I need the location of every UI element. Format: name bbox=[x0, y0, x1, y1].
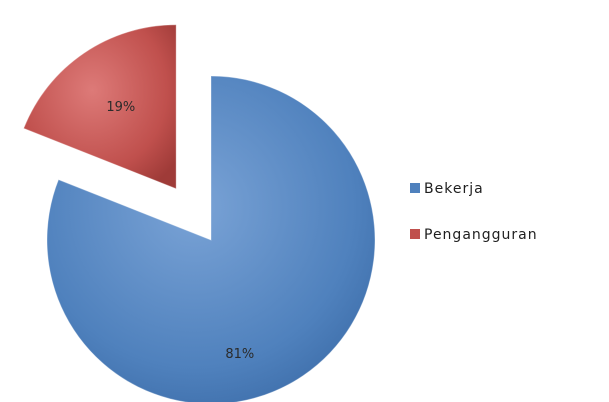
legend: Bekerja Pengangguran bbox=[410, 181, 538, 243]
data-label-pengangguran: 19% bbox=[106, 100, 135, 115]
pie-slice-pengangguran bbox=[24, 25, 176, 189]
legend-swatch-bekerja bbox=[410, 183, 420, 193]
legend-swatch-pengangguran bbox=[410, 229, 420, 239]
legend-label-pengangguran: Pengangguran bbox=[424, 227, 538, 243]
pie-slices bbox=[24, 25, 375, 402]
legend-label-bekerja: Bekerja bbox=[424, 181, 484, 197]
data-label-bekerja: 81% bbox=[225, 347, 254, 362]
